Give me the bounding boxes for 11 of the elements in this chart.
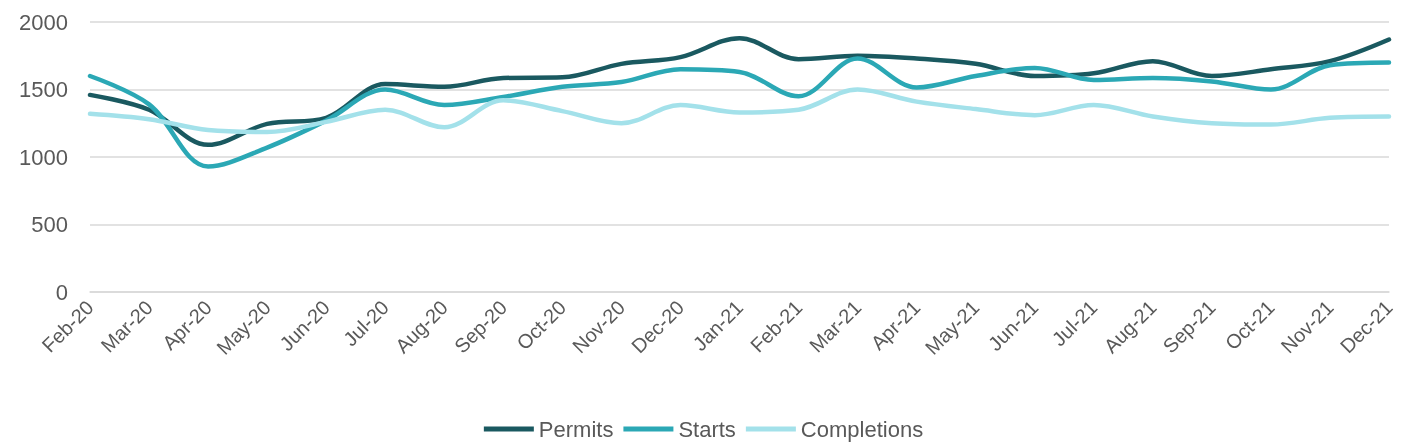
- line-series: [87, 35, 1392, 148]
- legend-label: Completions: [800, 416, 924, 442]
- line-series: [87, 87, 1392, 135]
- y-tick-label: 500: [31, 212, 68, 237]
- y-tick-label: 0: [55, 279, 68, 305]
- y-tick-label: 1000: [19, 144, 68, 170]
- y-tick-label: 1500: [19, 77, 68, 102]
- y-tick-label: 2000: [19, 9, 68, 35]
- legend-label: Permits: [538, 416, 614, 442]
- line-series: [87, 56, 1392, 169]
- legend-label: Starts: [678, 416, 736, 442]
